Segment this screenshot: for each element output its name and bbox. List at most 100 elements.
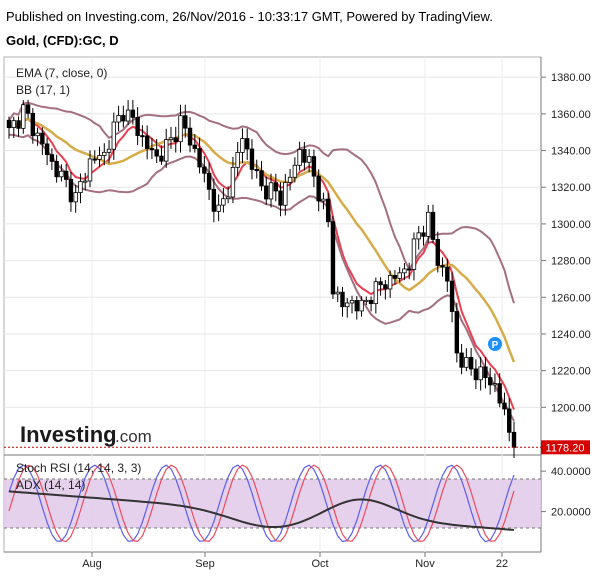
candle-body [325,198,331,223]
candle-body [216,204,221,212]
candle-body [154,149,159,157]
candle-body [430,211,436,240]
candle-body [459,352,464,368]
candle-body [187,127,193,146]
candle-body [354,300,359,312]
candle-body [16,120,21,129]
price-tick-label: 1380.00 [551,72,591,84]
candle-body [507,408,512,433]
candle-body [192,144,198,149]
bb-legend: BB (17, 1) [16,83,70,97]
candle-body [426,211,431,237]
symbol-title: Gold, (CFD):GC, D [6,33,119,48]
logo-suffix: .com [115,427,152,446]
last-price-label: 1178.20 [546,442,585,454]
axis-ticks: 1380.00 1360.00 1340.00 1320.00 1300.00 1280.… [82,72,591,570]
candle-body [335,291,340,295]
candle-body [340,291,345,308]
candle-body [306,156,312,163]
candle-body [83,180,88,183]
candle-body [202,166,207,174]
price-tick-label: 1280.00 [551,256,591,268]
stoch-rsi-band [4,478,541,529]
logo-brand: Investing [20,422,117,447]
candle-body [302,149,307,163]
candle-body [173,137,178,143]
candle-body [254,169,259,172]
candle-body [321,198,326,202]
bb-lower-line [9,133,515,422]
candle-body [140,135,145,138]
candle-body [416,232,421,240]
candle-body [487,377,493,386]
candle-body [421,232,426,237]
candle-body [178,115,183,143]
candles [6,99,517,458]
candle-body [235,151,240,168]
price-tick-label: 1360.00 [551,109,591,121]
candle-body [449,280,455,312]
time-tick-label: Oct [311,558,328,570]
candle-body [221,198,226,206]
candle-body [311,156,317,177]
price-tick-label: 1320.00 [551,182,591,194]
candle-body [68,179,74,203]
candle-body [97,155,102,160]
candle-body [130,109,136,118]
candle-body [59,170,64,178]
candle-body [21,104,26,129]
event-marker-label: P [492,340,499,351]
indicator-tick-label: 20.0000 [551,507,591,519]
adx-legend: ADX (14, 14) [16,478,85,492]
candle-body [411,238,417,270]
candle-body [240,138,245,153]
candle-body [502,402,507,410]
candle-body [111,121,117,150]
candle-body [49,154,55,162]
ema-legend: EMA (7, close, 0) [16,66,107,80]
candle-body [492,383,498,386]
candle-body [287,176,293,183]
candle-body [259,170,264,187]
candle-body [116,115,121,123]
published-line: Published on Investing.com, 26/Nov/2016 … [6,9,493,24]
candle-body [30,112,36,137]
candle-body [106,148,112,153]
candle-body [92,158,97,161]
candle-body [454,311,460,354]
candle-body [268,182,274,200]
candle-body [125,109,131,122]
candle-body [63,170,69,180]
candle-body [206,172,212,190]
candle-body [11,120,16,129]
candle-body [230,166,236,198]
candle-body [54,161,59,178]
candle-body [283,182,288,206]
bb-upper-line [8,101,515,304]
candle-body [373,281,379,305]
candle-body [440,265,445,268]
candle-body [35,132,40,137]
candle-body [135,117,140,137]
price-tick-label: 1200.00 [551,402,591,414]
event-marker[interactable]: P [488,337,502,351]
price-tick-label: 1240.00 [551,329,591,341]
candle-body [44,143,50,156]
price-tick-label: 1340.00 [551,146,591,158]
candle-body [511,431,517,448]
candle-body [397,272,402,279]
candle-body [121,115,126,122]
candle-body [25,104,31,114]
candle-body [402,268,407,274]
time-tick-label: Nov [415,558,435,570]
candle-body [144,135,150,149]
candle-body [316,175,321,202]
candle-body [435,239,440,266]
candle-body [73,192,78,203]
candle-body [211,188,217,212]
candle-body [6,119,12,129]
candle-body [359,299,364,312]
candle-body [159,155,164,162]
candle-body [183,115,188,129]
candle-body [149,148,155,151]
